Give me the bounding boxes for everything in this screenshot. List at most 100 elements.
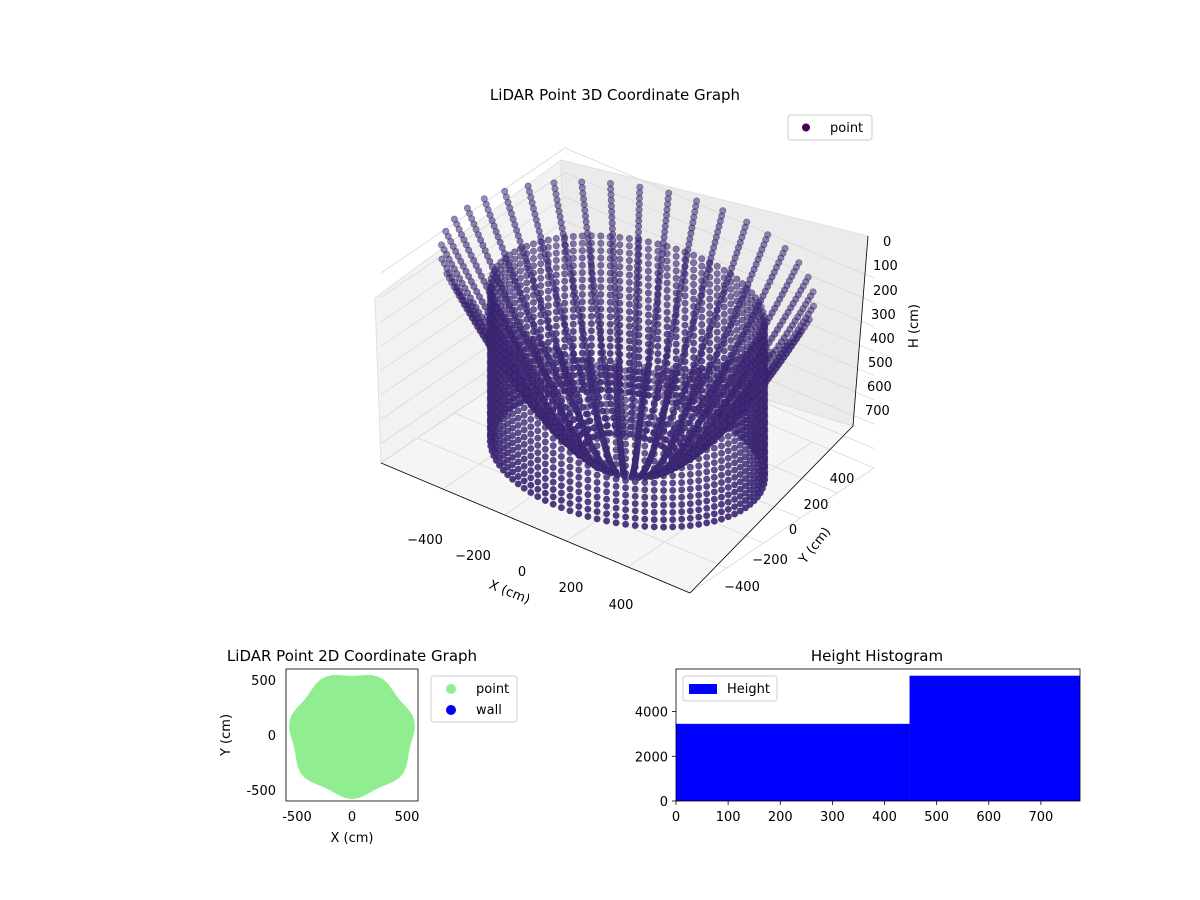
- data-point: [625, 271, 633, 279]
- data-point: [625, 381, 633, 389]
- legend-hist: Height: [682, 675, 778, 702]
- data-point: [505, 405, 513, 413]
- data-point: [597, 385, 605, 393]
- data-point: [578, 342, 586, 350]
- data-point: [644, 296, 652, 304]
- data-point: [635, 331, 643, 339]
- data-point: [590, 424, 598, 432]
- data-point: [587, 371, 595, 379]
- data-point: [669, 501, 677, 509]
- data-point: [635, 368, 643, 376]
- data-point: [529, 277, 537, 285]
- data-point: [731, 510, 739, 518]
- data-point: [516, 325, 524, 333]
- data-point: [644, 333, 652, 341]
- data-point: [695, 520, 703, 528]
- data-point: [590, 408, 598, 416]
- data-point: [644, 355, 652, 363]
- data-point: [720, 369, 728, 377]
- data-point: [572, 294, 580, 302]
- data-point: [523, 293, 531, 301]
- data-point: [616, 299, 624, 307]
- data-point: [550, 179, 558, 187]
- data-point: [731, 444, 739, 452]
- z-axis-line: [852, 235, 869, 427]
- data-point: [644, 318, 652, 326]
- data-point: [520, 418, 528, 426]
- data-point: [561, 242, 569, 250]
- data-point: [621, 472, 629, 480]
- data-point: [537, 340, 545, 348]
- data-point: [546, 267, 554, 275]
- data-point: [616, 350, 624, 358]
- data-point: [695, 498, 703, 506]
- data-point: [627, 423, 635, 431]
- data-point: [509, 461, 517, 469]
- data-point: [600, 430, 608, 438]
- data-point: [625, 344, 633, 352]
- data-point: [681, 401, 689, 409]
- data-point: [616, 343, 624, 351]
- data-point: [575, 459, 583, 467]
- data-point: [720, 347, 728, 355]
- data-point: [636, 417, 644, 425]
- data-point: [516, 311, 524, 319]
- data-point: [690, 332, 698, 340]
- data-point: [576, 412, 584, 420]
- data-point: [617, 394, 625, 402]
- data-point: [639, 397, 647, 405]
- data-point: [706, 361, 714, 369]
- data-point: [593, 515, 601, 523]
- data-point: [672, 391, 680, 399]
- data-point: [698, 408, 706, 416]
- data-point: [625, 278, 633, 286]
- data-point: [672, 369, 680, 377]
- data-point: [552, 337, 560, 345]
- data-point: [561, 284, 569, 292]
- data-point: [566, 463, 574, 471]
- data-point: [686, 500, 694, 508]
- data-point: [673, 301, 681, 309]
- data-point: [681, 365, 689, 373]
- data-point: [587, 334, 595, 342]
- data-point: [537, 333, 545, 341]
- data-point: [690, 339, 698, 347]
- data-point: [635, 294, 643, 302]
- data-point: [690, 324, 698, 332]
- data-point: [631, 492, 639, 500]
- data-point: [557, 452, 565, 460]
- data-point: [669, 516, 677, 524]
- data-point: [724, 447, 732, 455]
- data-point: [672, 362, 680, 370]
- data-point: [681, 372, 689, 380]
- data-point: [625, 373, 633, 381]
- data-point: [720, 398, 728, 406]
- data-point: [625, 242, 633, 250]
- data-point: [672, 355, 680, 363]
- data-point: [757, 420, 765, 428]
- data-point: [669, 472, 677, 480]
- data-point: [511, 292, 519, 300]
- data-point: [597, 327, 605, 335]
- data-point: [578, 283, 586, 291]
- data-point: [529, 379, 537, 387]
- data-point: [635, 287, 643, 295]
- data-point: [672, 260, 680, 268]
- data-point: [593, 486, 601, 494]
- data-point: [681, 292, 689, 300]
- data-point: [509, 446, 517, 454]
- data-point: [523, 345, 531, 353]
- data-point: [713, 328, 721, 336]
- data-point: [727, 366, 735, 374]
- data-point: [584, 235, 592, 243]
- data-point: [537, 377, 545, 385]
- data-point: [641, 522, 649, 530]
- data-point: [587, 341, 595, 349]
- data-point: [628, 409, 636, 417]
- data-point: [609, 236, 617, 244]
- data-point: [717, 500, 725, 508]
- data-point: [561, 277, 569, 285]
- data-point: [690, 375, 698, 383]
- data-point: [529, 393, 537, 401]
- x-tick-label: 0: [348, 810, 356, 825]
